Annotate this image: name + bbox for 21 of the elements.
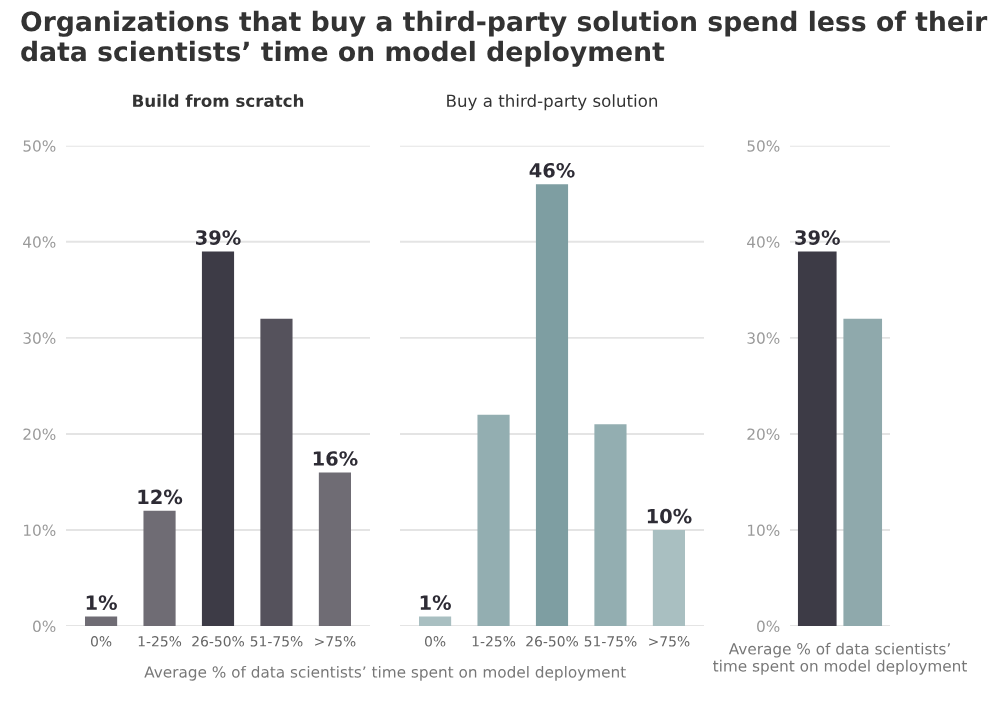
bar: [260, 318, 293, 627]
data-label: 1%: [86, 595, 117, 610]
bar: [535, 184, 569, 627]
bar: [201, 251, 235, 627]
data-label: 16%: [313, 451, 358, 466]
data-label: 39%: [196, 230, 241, 245]
text: Organizations that buy a third-party solution spend less of their data scientists’ time on model deployment: [21, 10, 988, 67]
chart-subtitle: Buy a third-party solution: [447, 94, 658, 111]
data-label: 39%: [795, 230, 840, 245]
data-label: 12%: [138, 489, 183, 505]
data-label: 1%: [420, 595, 451, 610]
bar: [594, 424, 627, 627]
chart-subtitle: Build from scratch: [133, 94, 304, 108]
data-label: 46%: [529, 162, 575, 178]
bar: [318, 472, 351, 627]
bar: [652, 530, 685, 627]
bar: [477, 414, 510, 627]
data-label: 10%: [647, 508, 692, 524]
bar: [85, 616, 118, 627]
bar: [419, 616, 452, 627]
bar: [143, 510, 176, 627]
